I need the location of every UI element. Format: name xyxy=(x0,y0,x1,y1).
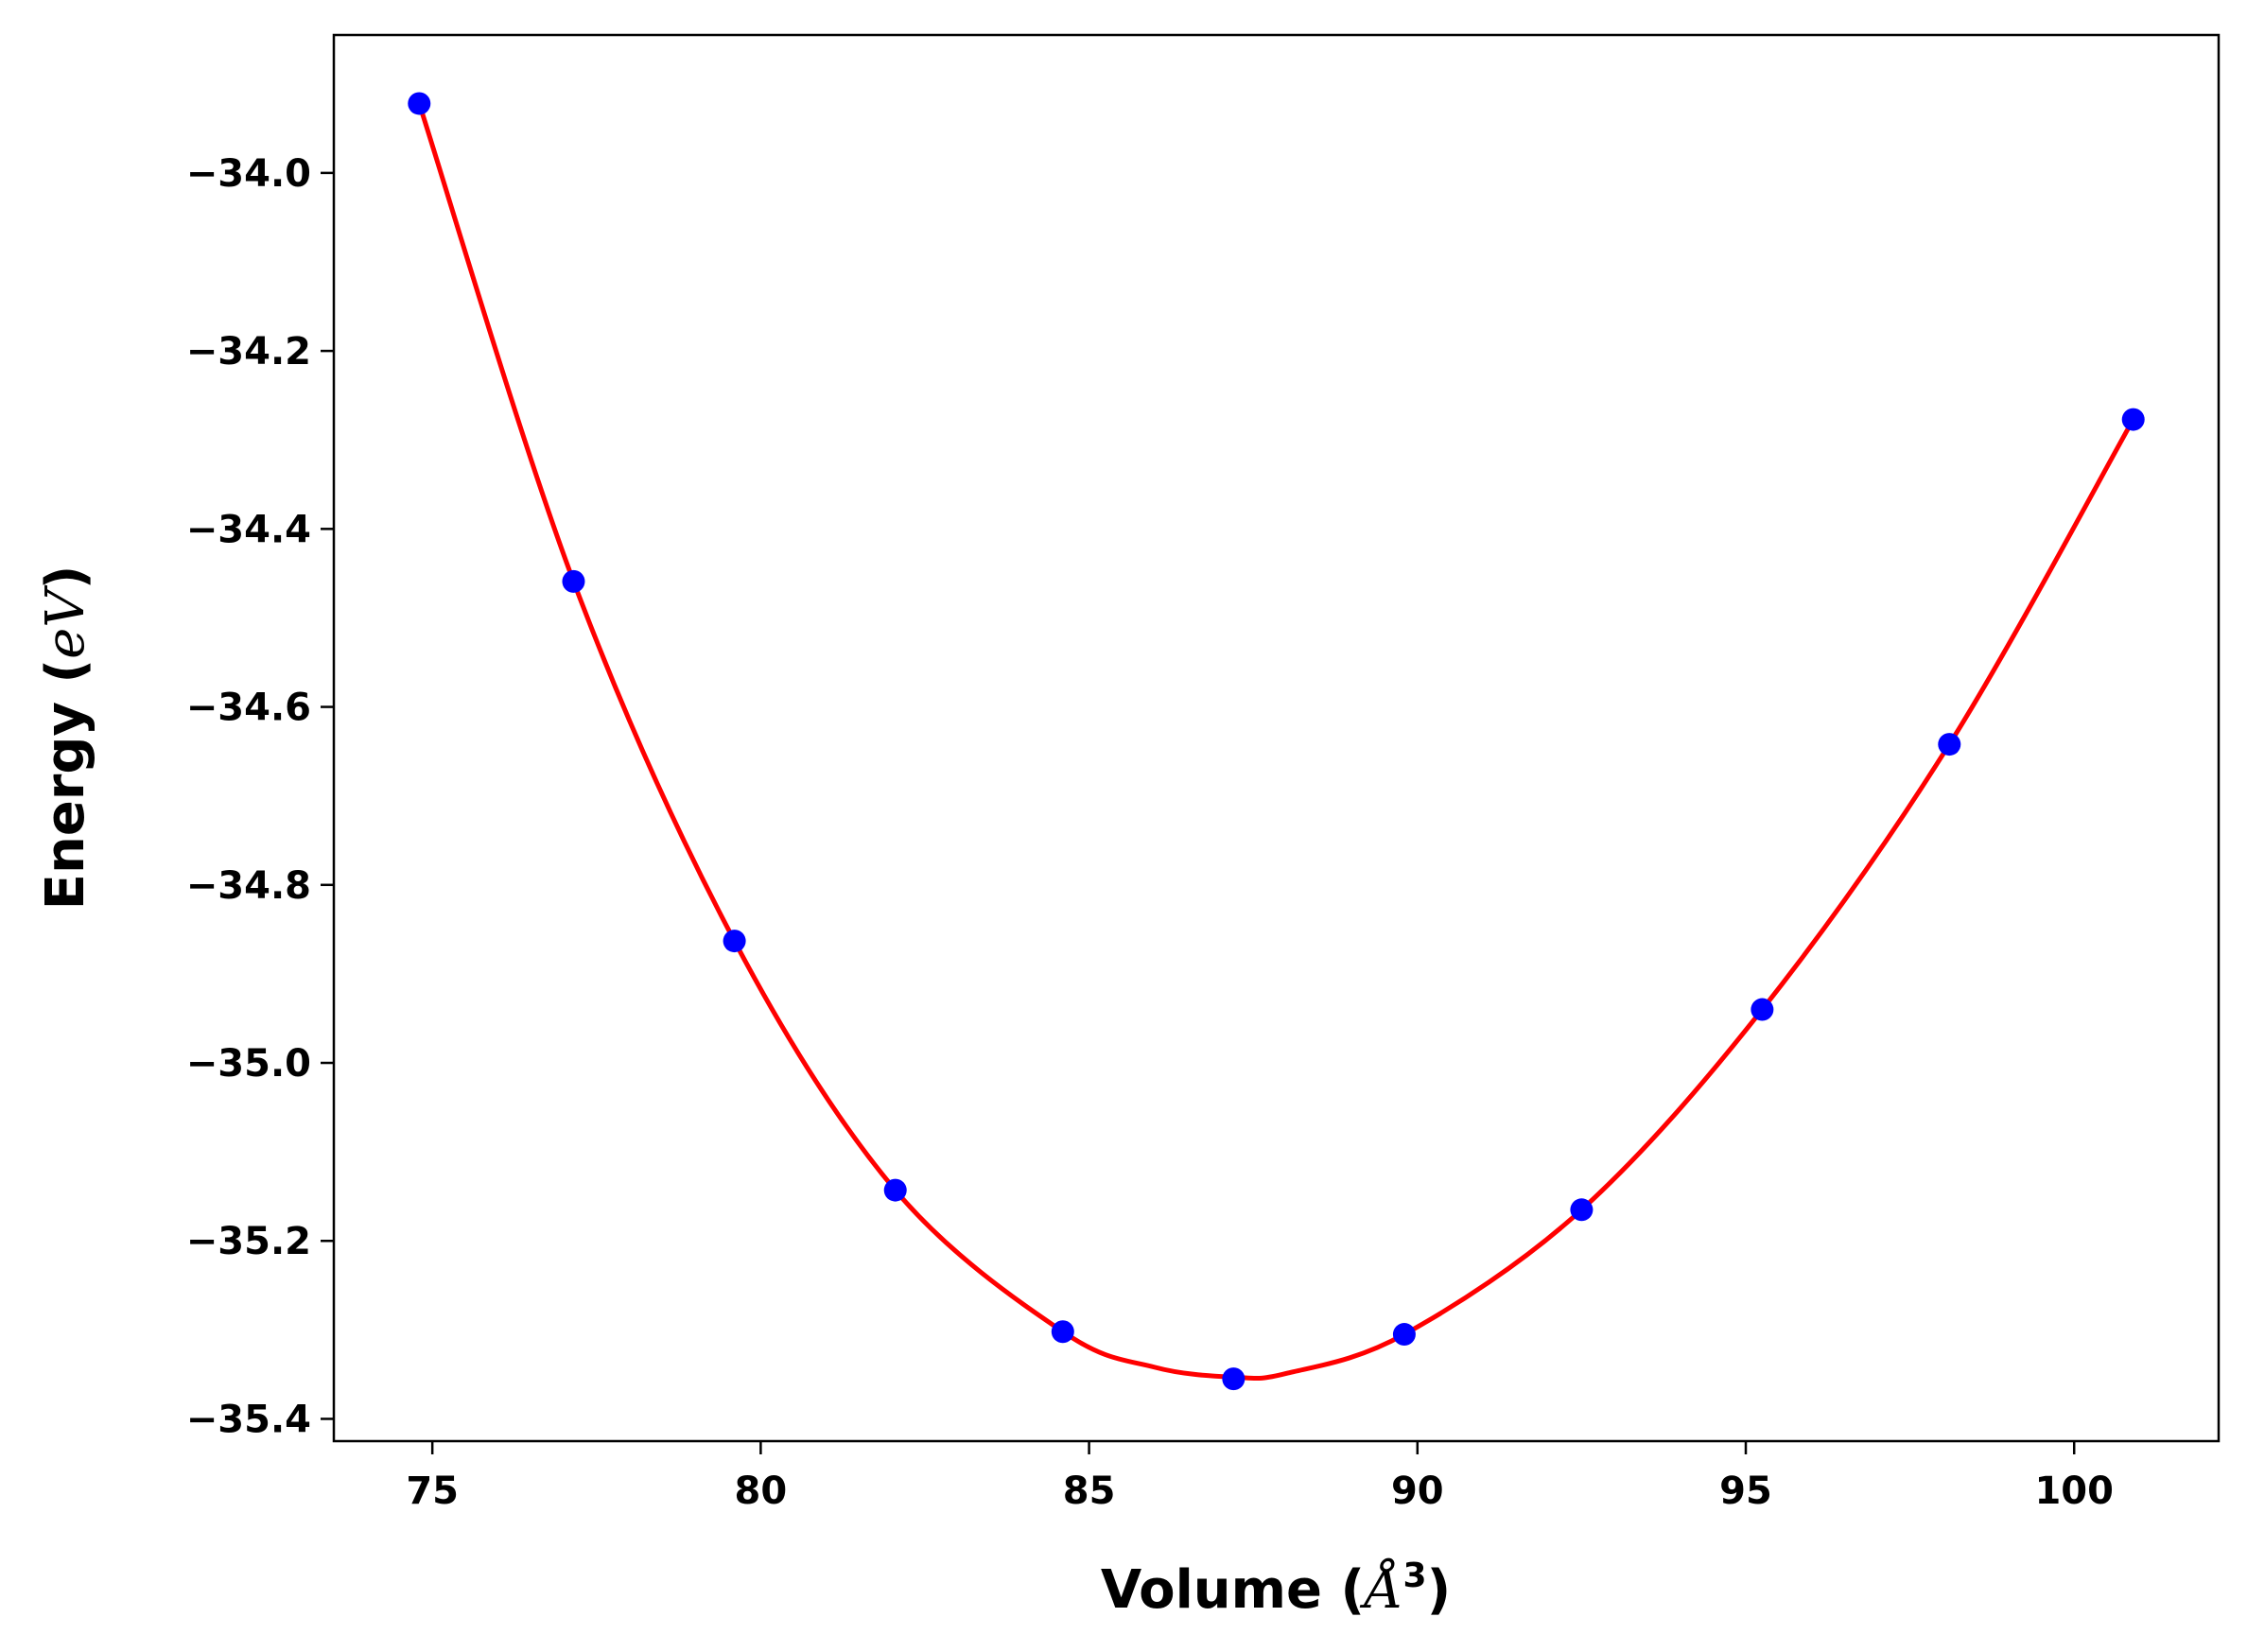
data-point xyxy=(1222,1367,1245,1391)
plot-frame xyxy=(332,33,2221,1443)
data-point xyxy=(1392,1323,1416,1347)
x-axis-label-unit: Å xyxy=(1359,1557,1402,1621)
x-axis-label-suffix: ) xyxy=(1427,1559,1452,1621)
y-tick-label: −34.8 xyxy=(186,864,311,908)
y-axis: −34.0 −34.2 −34.4 −34.6 −34.8 −35.0 −35.2 −35.4 xyxy=(186,152,334,1441)
y-axis-label-suffix: ) xyxy=(35,565,96,590)
y-tick-label: −35.2 xyxy=(186,1220,311,1263)
y-tick-label: −34.6 xyxy=(186,687,311,730)
data-point xyxy=(562,569,585,593)
data-point xyxy=(408,92,431,115)
x-axis-label-sup: 3 xyxy=(1403,1556,1427,1595)
x-axis-label-prefix: Volume ( xyxy=(1101,1559,1365,1621)
data-point xyxy=(1051,1320,1074,1344)
y-tick-label: −35.0 xyxy=(186,1042,311,1086)
y-tick-label: −34.0 xyxy=(186,152,311,196)
x-tick-label: 90 xyxy=(1391,1469,1444,1513)
x-axis-label: Volume (Å3) xyxy=(1101,1556,1451,1621)
data-point xyxy=(1751,998,1774,1021)
x-axis: 75 80 85 90 95 100 xyxy=(406,1441,2114,1513)
data-point xyxy=(723,930,746,953)
x-tick-label: 75 xyxy=(406,1469,459,1513)
data-point xyxy=(1570,1198,1594,1222)
y-axis-label: Energy (eV) xyxy=(35,565,96,911)
data-point xyxy=(2121,408,2145,431)
y-tick-label: −35.4 xyxy=(186,1398,311,1441)
fit-curve-line xyxy=(416,102,2135,1382)
y-axis-label-prefix: Energy ( xyxy=(35,659,96,910)
x-tick-label: 85 xyxy=(1063,1469,1116,1513)
plot-area xyxy=(408,92,2145,1391)
y-axis-label-unit: eV xyxy=(35,584,96,659)
data-point xyxy=(883,1178,907,1202)
y-tick-label: −34.4 xyxy=(186,508,311,551)
x-tick-label: 100 xyxy=(2034,1469,2114,1513)
data-point xyxy=(1938,733,1961,756)
x-tick-label: 95 xyxy=(1719,1469,1772,1513)
x-tick-label: 80 xyxy=(735,1469,788,1513)
y-tick-label: −34.2 xyxy=(186,330,311,374)
